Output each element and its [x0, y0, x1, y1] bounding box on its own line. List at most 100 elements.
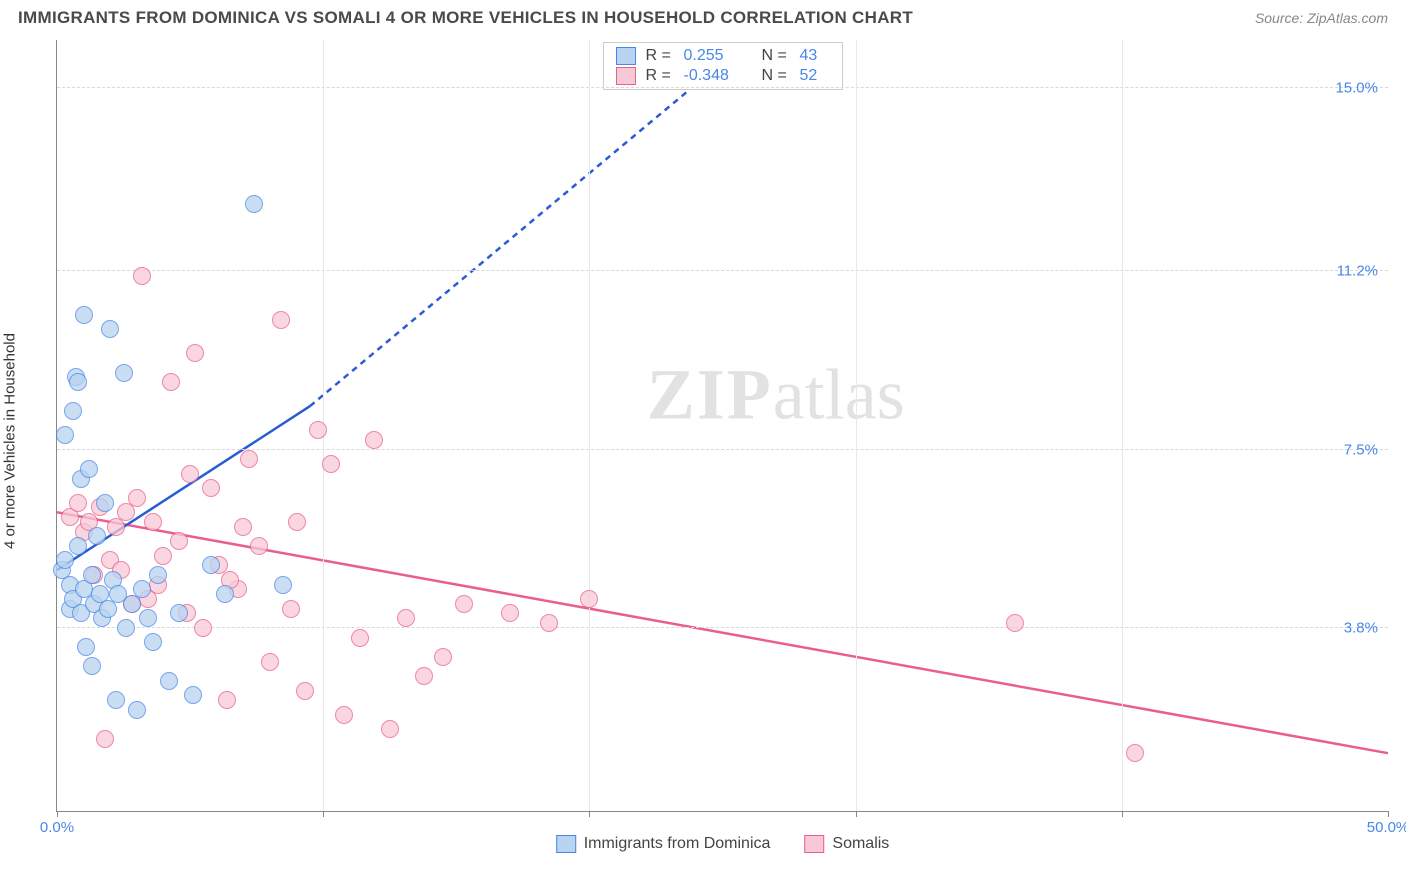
scatter-point-a — [75, 306, 93, 324]
scatter-point-b — [415, 667, 433, 685]
scatter-point-a — [144, 633, 162, 651]
scatter-point-b — [580, 590, 598, 608]
source-label: Source: ZipAtlas.com — [1255, 10, 1388, 26]
stat-r-label: R = — [646, 67, 676, 85]
stat-n-label: N = — [762, 47, 792, 65]
stat-n-label: N = — [762, 67, 792, 85]
scatter-point-b — [202, 479, 220, 497]
trend-lines — [57, 40, 1388, 811]
scatter-point-a — [170, 604, 188, 622]
scatter-point-b — [234, 518, 252, 536]
series-a-swatch — [616, 47, 636, 65]
legend-item-b: Somalis — [804, 835, 889, 853]
legend-swatch-b — [804, 835, 824, 853]
x-tick-mark — [323, 811, 324, 817]
correlation-stats-box: R = 0.255 N = 43 R = -0.348 N = 52 — [603, 42, 843, 90]
scatter-point-a — [133, 580, 151, 598]
x-tick-label: 50.0% — [1367, 811, 1406, 836]
scatter-point-a — [160, 672, 178, 690]
scatter-point-b — [365, 431, 383, 449]
scatter-point-b — [162, 373, 180, 391]
gridline-h — [57, 270, 1388, 271]
legend-label-b: Somalis — [832, 835, 889, 853]
gridline-v — [589, 40, 590, 811]
scatter-point-b — [240, 450, 258, 468]
scatter-point-a — [69, 373, 87, 391]
scatter-point-b — [250, 537, 268, 555]
trend-line — [310, 40, 749, 406]
scatter-point-a — [245, 195, 263, 213]
chart-area: 4 or more Vehicles in Household ZIPatlas… — [18, 40, 1388, 842]
scatter-point-a — [107, 691, 125, 709]
scatter-point-a — [128, 701, 146, 719]
scatter-point-b — [397, 609, 415, 627]
scatter-point-a — [83, 566, 101, 584]
scatter-point-b — [181, 465, 199, 483]
scatter-point-a — [56, 426, 74, 444]
scatter-point-a — [117, 619, 135, 637]
scatter-point-b — [218, 691, 236, 709]
series-b-swatch — [616, 67, 636, 85]
legend-swatch-a — [556, 835, 576, 853]
y-tick-label: 15.0% — [1335, 80, 1378, 97]
x-tick-mark — [1122, 811, 1123, 817]
scatter-point-b — [282, 600, 300, 618]
scatter-point-b — [296, 682, 314, 700]
legend-label-a: Immigrants from Dominica — [584, 835, 771, 853]
gridline-v — [1122, 40, 1123, 811]
series-b-n-value: 52 — [800, 67, 830, 85]
scatter-point-a — [202, 556, 220, 574]
scatter-point-a — [184, 686, 202, 704]
scatter-point-b — [1126, 744, 1144, 762]
scatter-point-a — [56, 551, 74, 569]
scatter-point-b — [261, 653, 279, 671]
scatter-point-b — [501, 604, 519, 622]
scatter-point-b — [540, 614, 558, 632]
scatter-point-b — [322, 455, 340, 473]
y-axis-label: 4 or more Vehicles in Household — [2, 333, 19, 549]
scatter-point-a — [88, 527, 106, 545]
y-tick-label: 3.8% — [1344, 619, 1378, 636]
scatter-point-a — [96, 494, 114, 512]
scatter-point-b — [133, 267, 151, 285]
scatter-point-a — [149, 566, 167, 584]
x-tick-mark — [856, 811, 857, 817]
scatter-point-b — [288, 513, 306, 531]
scatter-point-a — [274, 576, 292, 594]
stat-r-label: R = — [646, 47, 676, 65]
chart-title: IMMIGRANTS FROM DOMINICA VS SOMALI 4 OR … — [18, 8, 913, 28]
scatter-point-b — [351, 629, 369, 647]
scatter-point-b — [381, 720, 399, 738]
scatter-point-a — [77, 638, 95, 656]
scatter-point-b — [144, 513, 162, 531]
x-tick-mark — [589, 811, 590, 817]
scatter-point-a — [115, 364, 133, 382]
scatter-point-b — [128, 489, 146, 507]
scatter-point-a — [101, 320, 119, 338]
legend-item-a: Immigrants from Dominica — [556, 835, 771, 853]
x-tick-label: 0.0% — [40, 811, 74, 836]
scatter-point-b — [186, 344, 204, 362]
y-tick-label: 7.5% — [1344, 441, 1378, 458]
series-a-n-value: 43 — [800, 47, 830, 65]
scatter-point-b — [69, 494, 87, 512]
scatter-point-a — [216, 585, 234, 603]
scatter-point-b — [455, 595, 473, 613]
gridline-h — [57, 87, 1388, 88]
series-a-r-value: 0.255 — [684, 47, 754, 65]
gridline-h — [57, 449, 1388, 450]
plot-area: ZIPatlas R = 0.255 N = 43 R = -0.348 N =… — [56, 40, 1388, 812]
scatter-point-b — [194, 619, 212, 637]
gridline-v — [856, 40, 857, 811]
scatter-point-b — [434, 648, 452, 666]
scatter-point-a — [80, 460, 98, 478]
scatter-point-a — [64, 402, 82, 420]
scatter-point-b — [154, 547, 172, 565]
scatter-point-a — [139, 609, 157, 627]
scatter-point-a — [83, 657, 101, 675]
y-tick-label: 11.2% — [1337, 263, 1378, 280]
series-b-r-value: -0.348 — [684, 67, 754, 85]
scatter-point-b — [272, 311, 290, 329]
scatter-point-b — [335, 706, 353, 724]
gridline-h — [57, 627, 1388, 628]
